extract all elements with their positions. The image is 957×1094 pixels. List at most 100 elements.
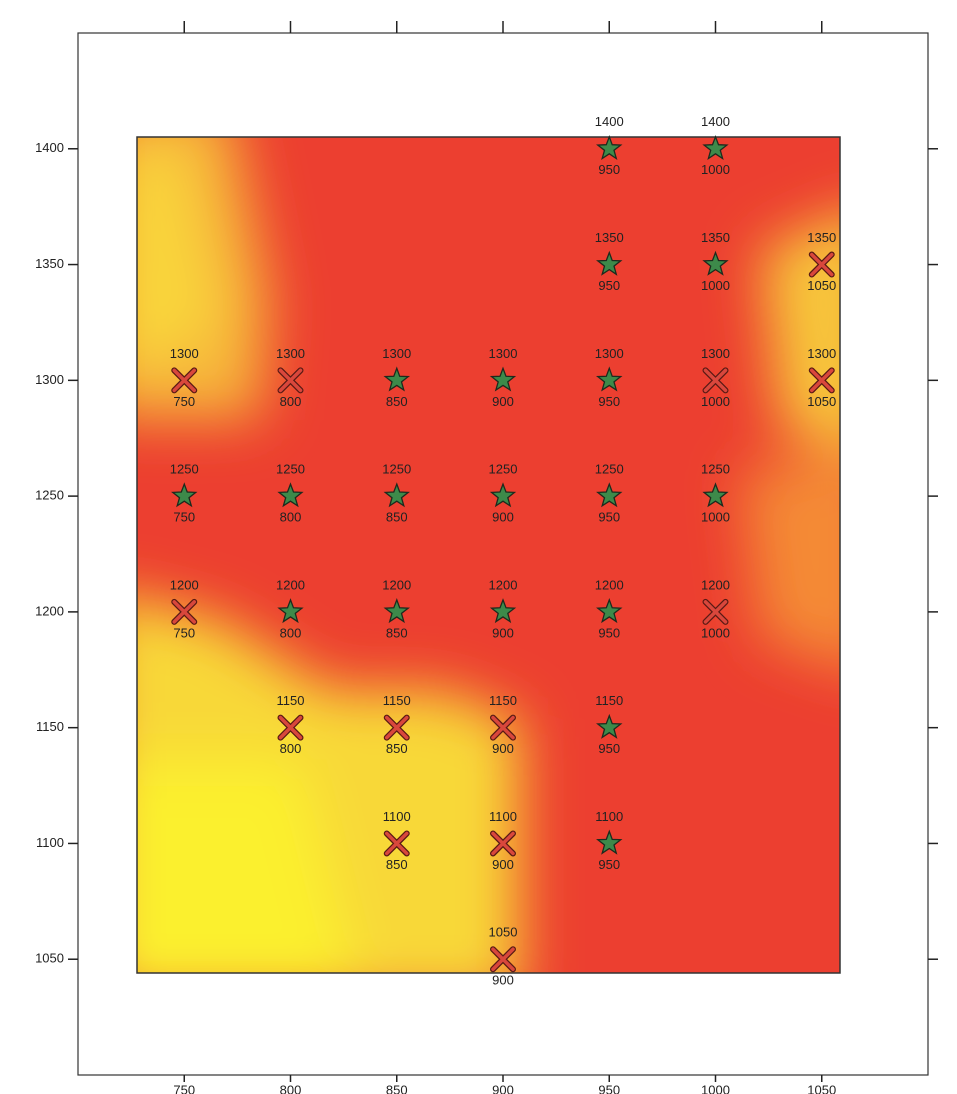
point-y-label: 1300 (595, 346, 624, 361)
cross-marker (383, 830, 410, 857)
point-x-label: 1000 (701, 162, 730, 177)
point-x-label: 1000 (701, 625, 730, 640)
cross-marker (808, 367, 835, 394)
cross-marker (171, 598, 198, 625)
cross-marker (490, 830, 516, 857)
point-x-label: 850 (386, 510, 408, 525)
y-tick-label: 1300 (35, 372, 64, 387)
cross-shape (810, 252, 834, 277)
star-shape (277, 482, 304, 508)
point-x-label: 750 (173, 510, 195, 525)
cross-marker (702, 598, 729, 625)
star-shape (383, 598, 410, 624)
point-y-label: 1250 (276, 462, 305, 477)
point-x-label: 800 (280, 625, 302, 640)
point-x-label: 800 (280, 741, 302, 756)
cross-shape (172, 600, 196, 624)
star-marker (596, 366, 623, 392)
point-x-label: 850 (386, 857, 408, 872)
star-shape (596, 482, 623, 508)
y-tick-label: 1150 (36, 719, 64, 734)
point-x-label: 850 (386, 625, 408, 640)
point-x-label: 900 (492, 625, 514, 640)
point-y-label: 1100 (595, 809, 623, 824)
star-shape (489, 482, 517, 508)
point-x-label: 950 (598, 857, 620, 872)
point-x-label: 1000 (701, 394, 730, 409)
x-tick-label: 1000 (701, 1082, 730, 1094)
star-marker (171, 482, 198, 508)
cross-shape (278, 368, 303, 393)
point-y-label: 1250 (170, 462, 199, 477)
point-x-label: 950 (598, 394, 620, 409)
point-y-label: 1300 (276, 346, 305, 361)
star-marker (596, 829, 623, 855)
point-x-label: 950 (598, 162, 620, 177)
point-x-label: 850 (386, 741, 408, 756)
cross-shape (491, 715, 515, 740)
star-shape (596, 829, 623, 855)
cross-marker (702, 367, 729, 394)
star-marker (489, 598, 517, 624)
cross-marker (383, 714, 410, 741)
point-x-label: 900 (492, 741, 514, 756)
point-y-label: 1200 (276, 577, 305, 592)
star-shape (702, 482, 729, 508)
point-y-label: 1300 (170, 346, 199, 361)
star-marker (596, 134, 623, 161)
point-y-label: 1100 (383, 809, 411, 824)
star-shape (489, 366, 517, 392)
star-marker (596, 598, 623, 624)
star-marker (596, 713, 623, 739)
zone (137, 150, 220, 365)
star-shape (596, 713, 623, 739)
star-marker (277, 482, 304, 508)
y-tick-label: 1050 (35, 951, 64, 966)
star-shape (489, 598, 517, 624)
point-x-label: 1050 (807, 394, 836, 409)
cross-marker (808, 251, 835, 278)
star-shape (596, 598, 623, 624)
zone (740, 455, 840, 667)
point-x-label: 900 (492, 973, 514, 988)
point-y-label: 1150 (383, 693, 411, 708)
star-marker (489, 482, 517, 508)
star-shape (383, 482, 410, 508)
heatmap-border (136, 136, 841, 974)
point-x-label: 750 (173, 625, 195, 640)
x-tick-label: 1050 (807, 1082, 836, 1094)
cross-marker (490, 946, 516, 973)
cross-shape (703, 368, 728, 393)
point-x-label: 950 (598, 741, 620, 756)
cross-shape (703, 600, 728, 624)
point-y-label: 1300 (701, 346, 730, 361)
point-y-label: 1150 (277, 693, 305, 708)
point-x-label: 950 (598, 278, 620, 293)
zone (137, 760, 354, 973)
x-tick-label: 800 (280, 1082, 302, 1094)
star-marker (383, 482, 410, 508)
point-y-label: 1300 (807, 346, 836, 361)
x-tick-label: 750 (173, 1082, 195, 1094)
star-marker (702, 134, 729, 161)
star-marker (596, 250, 623, 276)
point-y-label: 1350 (595, 230, 624, 245)
point-y-label: 1250 (382, 462, 411, 477)
y-tick-label: 1350 (35, 256, 64, 271)
point-y-label: 1350 (701, 230, 730, 245)
point-y-label: 1200 (170, 577, 199, 592)
heatmap (137, 137, 840, 973)
point-x-label: 900 (492, 857, 514, 872)
star-shape (383, 366, 410, 392)
point-y-label: 1200 (382, 577, 411, 592)
cross-shape (491, 947, 515, 971)
star-marker (489, 366, 517, 392)
point-y-label: 1350 (807, 230, 836, 245)
star-shape (702, 134, 729, 161)
point-y-label: 1150 (489, 693, 517, 708)
cross-marker (171, 367, 198, 394)
point-y-label: 1400 (595, 114, 624, 129)
cross-marker (277, 714, 304, 741)
point-x-label: 900 (492, 510, 514, 525)
